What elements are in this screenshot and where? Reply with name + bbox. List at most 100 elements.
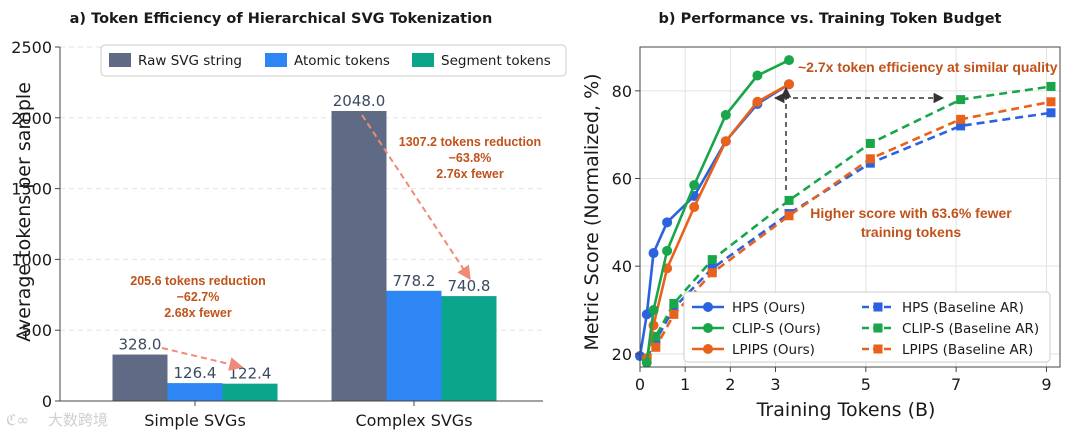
- chart-a-axes: [59, 47, 543, 402]
- legend-swatch-atomic: [265, 53, 287, 67]
- bar-value-label: 122.4: [229, 365, 272, 383]
- point-clip-s-baseline-ar: [865, 138, 875, 148]
- line-clip-s-baseline-ar: [645, 85, 1052, 359]
- legend-marker-lpips-ours: [703, 344, 713, 354]
- bar-value-label: 740.8: [448, 277, 491, 295]
- bar-complex-svgs-raw-svg-string: [331, 111, 387, 401]
- point-hps-ours: [648, 248, 659, 259]
- annotation-complex: 1307.2 tokens reduction −63.8% 2.76x few…: [361, 114, 541, 281]
- line-lpips-baseline-ar: [645, 100, 1052, 362]
- chart-a-y-tick-label: 500: [21, 321, 52, 340]
- point-hps-ours: [662, 217, 673, 228]
- point-clip-s-ours: [662, 245, 673, 256]
- chart-a-y-tick-label: 0: [42, 392, 52, 411]
- point-lpips-baseline-ar: [784, 211, 794, 221]
- chart-a: a) Token Efficiency of Hierarchical SVG …: [11, 11, 567, 430]
- chart-a-bars: 328.0 126.4 122.4 2048.0 778.2 740.8: [112, 92, 497, 401]
- point-clip-s-baseline-ar: [669, 298, 679, 308]
- legend-label-clip-s-ours: CLIP-S (Ours): [732, 321, 821, 337]
- chart-b-legend: HPS (Ours) CLIP-S (Ours) LPIPS (Ours) HPS (…: [683, 291, 1051, 363]
- chart-b-x-axis-label: Training Tokens (B): [756, 399, 936, 421]
- point-clip-s-baseline-ar: [707, 255, 717, 265]
- annotation-efficiency: ~2.7x token efficiency at similar qualit…: [773, 59, 1058, 104]
- point-clip-s-baseline-ar: [1046, 81, 1056, 91]
- point-lpips-ours: [752, 96, 763, 107]
- point-lpips-baseline-ar: [707, 268, 717, 278]
- point-clip-s-ours: [648, 305, 659, 316]
- chart-a-x-tick-label: Simple SVGs: [144, 411, 246, 430]
- annotation-higher-score-line-1: Higher score with 63.6% fewer: [810, 205, 1012, 221]
- bar-value-label: 328.0: [119, 336, 162, 354]
- chart-b-x-tick-label: 1: [680, 375, 690, 394]
- point-clip-s-ours: [720, 109, 731, 120]
- chart-b: b) Performance vs. Training Token Budget…: [581, 11, 1061, 421]
- chart-b-x-ticks: 0 1 2 3 5 7 9: [635, 367, 1052, 394]
- point-clip-s-baseline-ar: [956, 95, 966, 105]
- chart-b-y-axis-label: Metric Score (Normalized, %): [581, 73, 603, 350]
- chart-b-y-tick-label: 60: [612, 170, 632, 189]
- bar-simple-svgs-atomic-tokens: [167, 383, 223, 401]
- chart-a-x-ticks: Simple SVGs Complex SVGs: [144, 401, 473, 430]
- legend-marker-hps-baseline-ar: [873, 302, 883, 312]
- point-hps-baseline-ar: [1046, 108, 1056, 118]
- chart-a-legend: Raw SVG string Atomic tokens Segment tok…: [100, 44, 567, 77]
- bar-complex-svgs-atomic-tokens: [386, 290, 442, 401]
- chart-b-title: b) Performance vs. Training Token Budget: [659, 11, 1002, 27]
- legend-marker-clip-s-baseline-ar: [873, 323, 883, 333]
- point-lpips-baseline-ar: [1046, 97, 1056, 107]
- bar-complex-svgs-segment-tokens: [441, 296, 497, 401]
- chart-b-x-tick-label: 2: [725, 375, 735, 394]
- chart-a-y-tick-label: 2500: [11, 38, 52, 57]
- annotation-simple-line-1: 205.6 tokens reduction: [130, 274, 265, 288]
- chart-a-y-tick-label: 2000: [11, 109, 52, 128]
- legend-label-lpips-baseline-ar: LPIPS (Baseline AR): [902, 342, 1033, 358]
- point-clip-s-baseline-ar: [784, 195, 794, 205]
- point-lpips-baseline-ar: [865, 154, 875, 164]
- watermark-logo-icon: ℭ∞: [6, 411, 29, 429]
- chart-a-y-axis-label: Average tokens per sample: [13, 82, 35, 342]
- legend-label-segment: Segment tokens: [441, 53, 551, 69]
- annotation-simple-line-2: −62.7%: [177, 290, 220, 304]
- annotation-complex-line-2: −63.8%: [449, 151, 492, 165]
- point-clip-s-ours: [641, 357, 652, 368]
- legend-marker-clip-s-ours: [703, 323, 713, 333]
- point-clip-s-ours: [752, 70, 763, 81]
- legend-label-hps-ours: HPS (Ours): [732, 300, 805, 316]
- chart-a-x-tick-label: Complex SVGs: [355, 411, 472, 430]
- point-hps-baseline-ar: [956, 121, 966, 131]
- point-lpips-baseline-ar: [956, 114, 966, 124]
- annotation-higher-score-line-2: training tokens: [861, 224, 962, 240]
- legend-label-atomic: Atomic tokens: [294, 53, 390, 69]
- legend-label-raw-svg: Raw SVG string: [138, 53, 242, 69]
- bar-value-label: 778.2: [393, 272, 436, 290]
- annotation-simple-line-3: 2.68x fewer: [164, 306, 232, 320]
- point-lpips-ours: [689, 202, 700, 212]
- point-lpips-ours: [720, 136, 731, 147]
- chart-a-title: a) Token Efficiency of Hierarchical SVG …: [70, 11, 493, 27]
- annotation-complex-line-3: 2.76x fewer: [436, 167, 504, 181]
- legend-label-lpips-ours: LPIPS (Ours): [732, 342, 815, 358]
- bar-simple-svgs-raw-svg-string: [112, 354, 168, 401]
- chart-b-y-tick-label: 20: [612, 345, 632, 364]
- chart-b-plot-frame: [639, 46, 1061, 368]
- bar-value-label: 126.4: [174, 364, 217, 382]
- chart-a-legend-frame: [100, 44, 567, 77]
- annotation-complex-line-1: 1307.2 tokens reduction: [399, 135, 541, 149]
- chart-b-y-tick-label: 40: [612, 257, 632, 276]
- legend-swatch-raw-svg: [109, 53, 131, 67]
- bar-simple-svgs-segment-tokens: [222, 383, 278, 401]
- point-clip-s-baseline-ar: [651, 331, 661, 341]
- chart-b-x-tick-label: 0: [635, 375, 645, 394]
- chart-b-x-tick-label: 3: [770, 375, 780, 394]
- chart-b-y-tick-label: 80: [612, 82, 632, 101]
- chart-a-y-tick-label: 1500: [11, 180, 52, 199]
- point-lpips-baseline-ar: [669, 309, 679, 319]
- legend-marker-hps-ours: [703, 302, 713, 312]
- bar-value-label: 2048.0: [333, 92, 386, 110]
- annotation-simple-arrow: [161, 347, 244, 371]
- chart-b-x-tick-label: 9: [1041, 375, 1051, 394]
- chart-a-y-tick-label: 1000: [11, 250, 52, 269]
- line-hps-baseline-ar: [645, 111, 1052, 359]
- annotation-efficiency-text: ~2.7x token efficiency at similar qualit…: [798, 59, 1058, 75]
